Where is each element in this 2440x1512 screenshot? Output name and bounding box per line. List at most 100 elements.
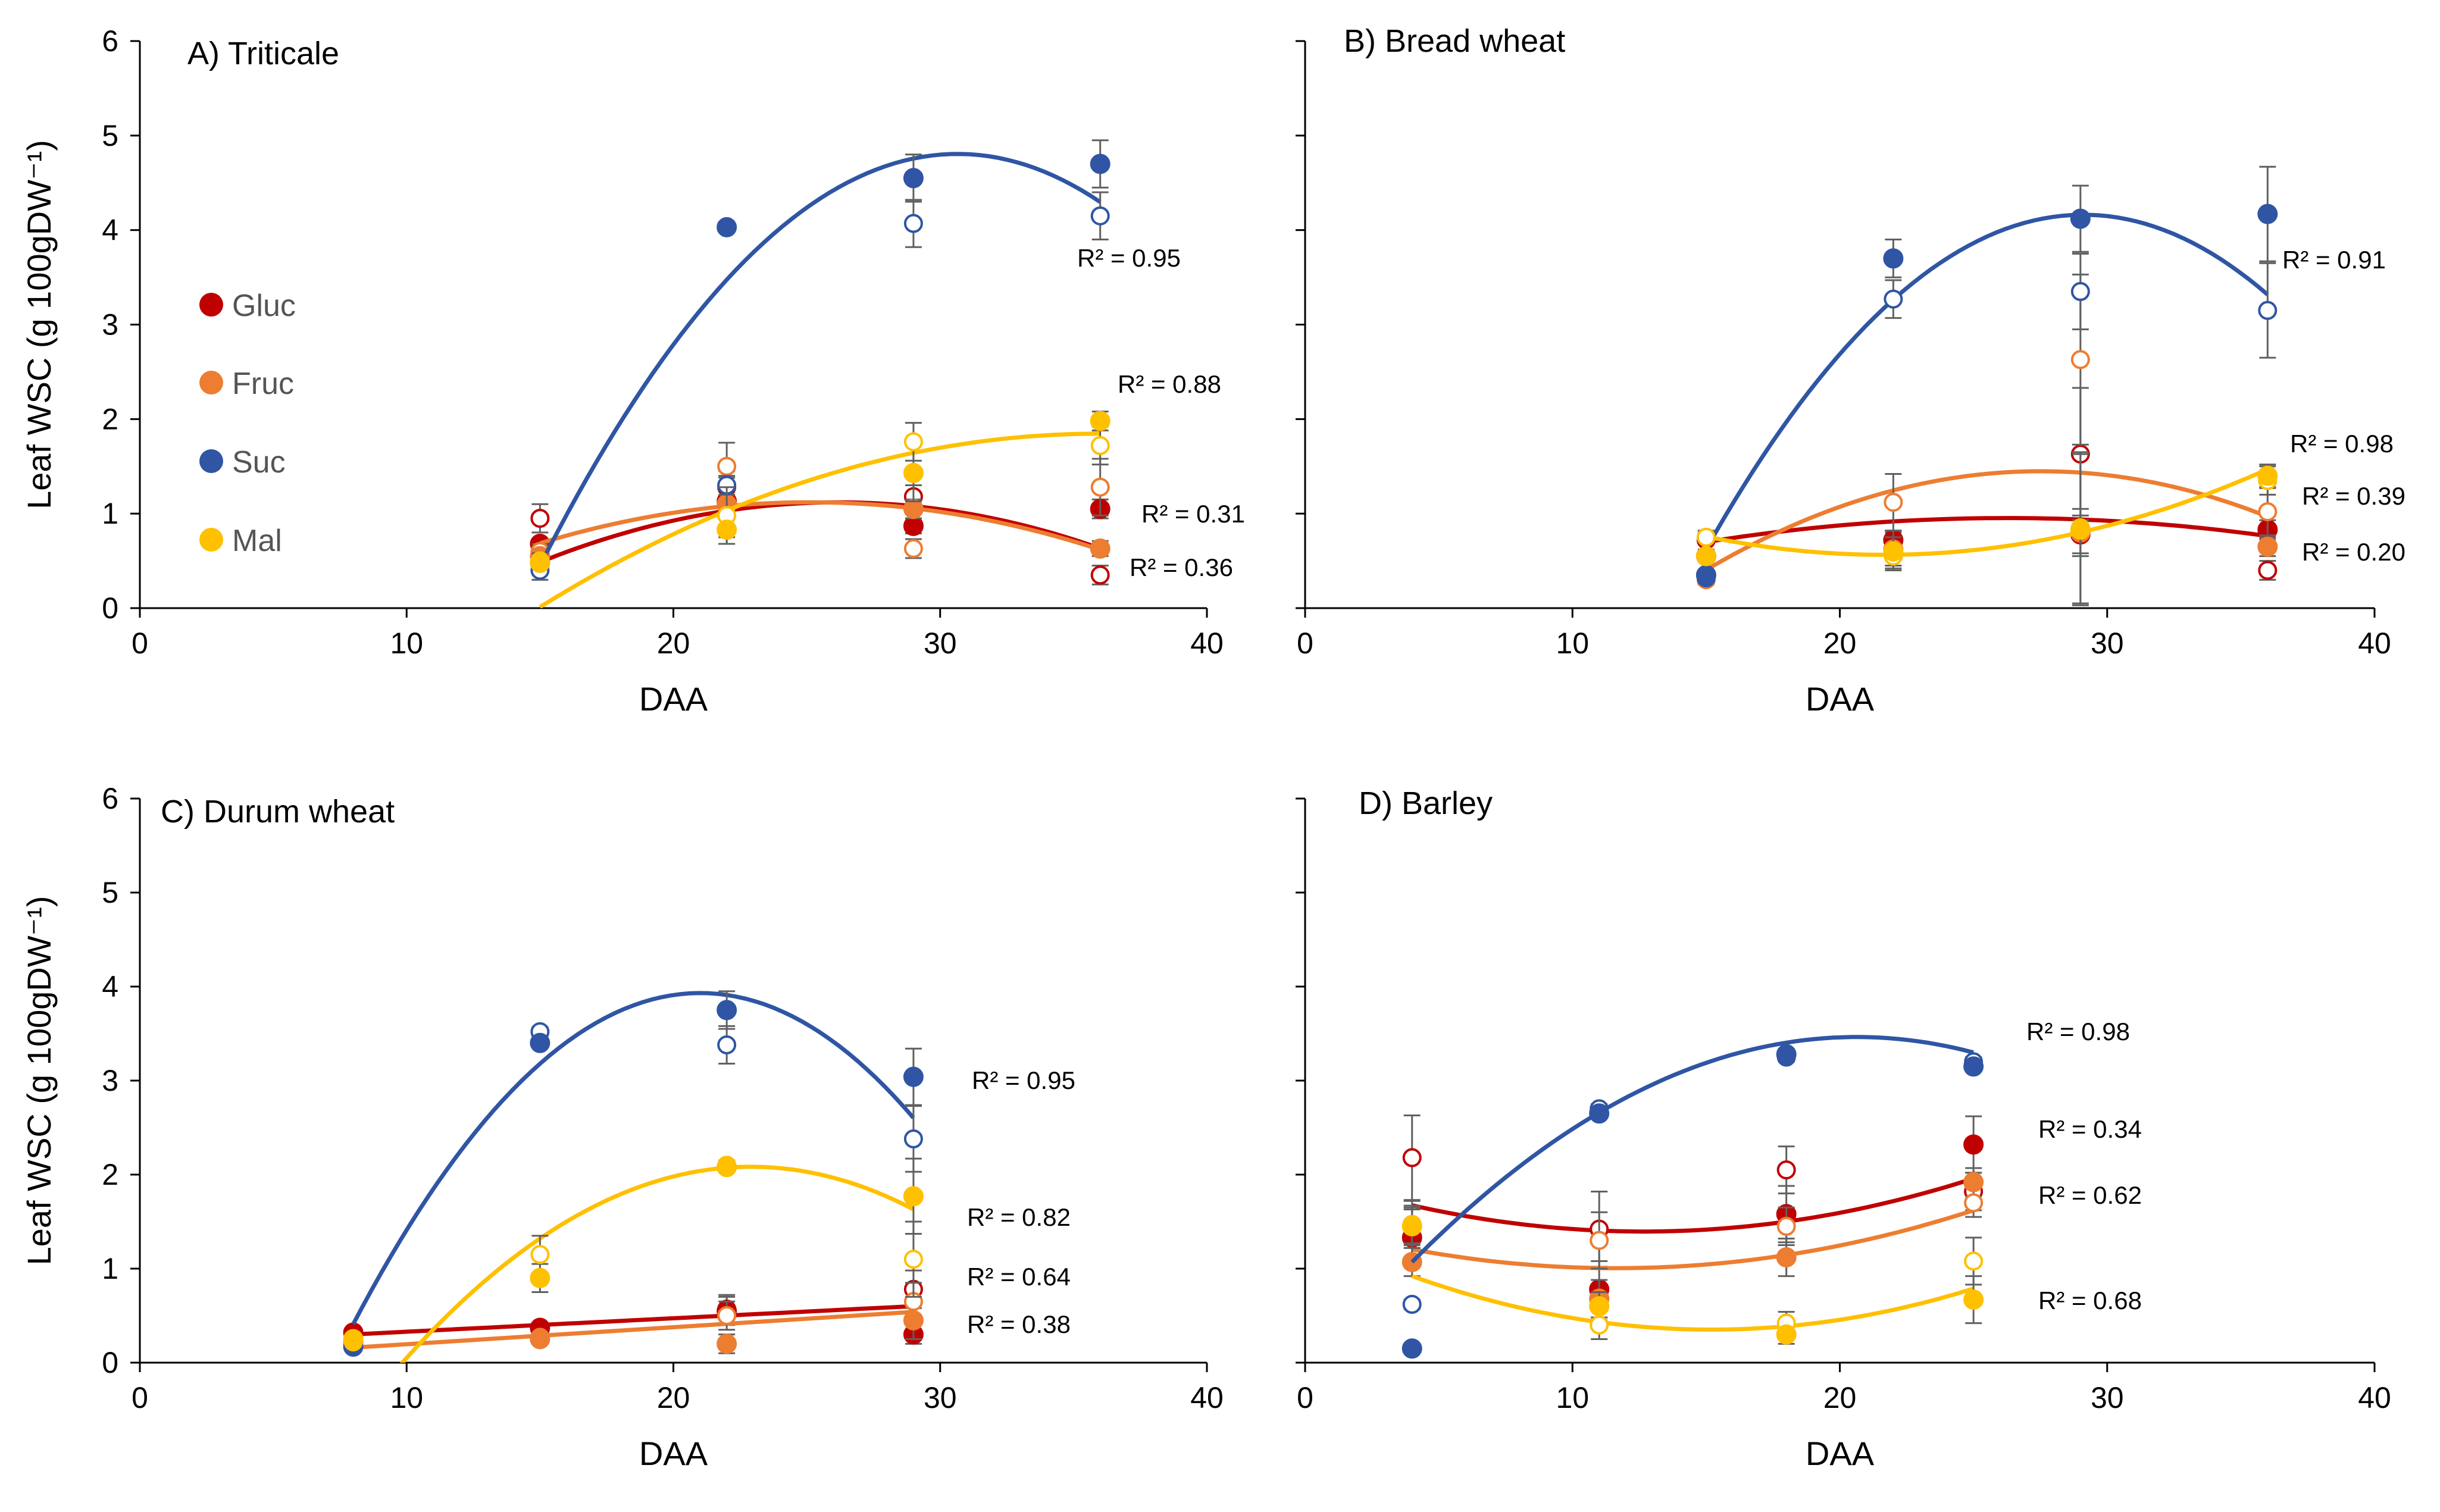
series-suc: R² = 0.95: [343, 990, 1075, 1357]
point-open: [2258, 502, 2278, 521]
y-tick-label: 5: [102, 119, 118, 152]
point-filled: [1776, 1324, 1797, 1345]
r2-label-gluc: R² = 0.34: [2038, 1115, 2142, 1143]
trendline-fruc: [1705, 469, 2269, 572]
panel-title: D) Barley: [1359, 785, 1493, 821]
x-axis-label: DAA: [1806, 680, 1875, 718]
point-open: [1090, 565, 1110, 585]
x-tick-label: 20: [657, 627, 690, 660]
point-filled: [903, 168, 924, 189]
legend-marker-gluc: [199, 293, 223, 317]
r2-label-fruc: R² = 0.64: [967, 1263, 1071, 1291]
panel-2: 0 10 20 30 40 DAA B) Bread wheat R² = 0.20 R² = …: [1296, 23, 2405, 718]
point-filled: [717, 1333, 737, 1354]
point-filled: [903, 499, 924, 519]
legend-label-suc: Suc: [232, 445, 286, 480]
trendline-fruc: [353, 1310, 914, 1350]
panel-3: 0 1 2 3 4 5 6 0 10 20 30 40 DAA Leaf WSC (g 100gDW⁻¹)…: [20, 782, 1224, 1472]
x-tick-label: 0: [1297, 1381, 1313, 1414]
point-open: [903, 214, 923, 233]
point-open: [530, 509, 550, 528]
point-open: [1776, 1160, 1796, 1180]
series-suc: R² = 0.91: [1696, 165, 2386, 588]
x-tick-label: 20: [1823, 1381, 1857, 1414]
point-filled: [2070, 208, 2091, 229]
y-axis-label: Leaf WSC (g 100gDW⁻¹): [20, 896, 58, 1266]
trendline-mal: [1706, 467, 2269, 557]
y-tick-label: 0: [102, 591, 118, 625]
point-open: [1402, 1148, 1422, 1167]
x-axis-label: DAA: [639, 680, 708, 718]
r2-label-fruc: R² = 0.31: [1141, 500, 1245, 528]
r2-label-suc: R² = 0.91: [2282, 246, 2386, 274]
trendline-fruc: [539, 500, 1101, 552]
x-tick-label: 40: [2358, 627, 2391, 660]
series-gluc: R² = 0.34: [1402, 1114, 2142, 1319]
point-filled: [1776, 1044, 1797, 1065]
trendline-gluc: [353, 1304, 914, 1336]
x-tick-label: 20: [657, 1381, 690, 1414]
point-open: [1884, 493, 1903, 512]
point-open: [1884, 289, 1903, 309]
trendline-suc: [351, 991, 915, 1325]
r2-label-fruc: R² = 0.39: [2302, 482, 2405, 510]
series-suc: R² = 0.95: [530, 139, 1181, 581]
y-tick-label: 5: [102, 876, 118, 909]
point-filled: [903, 462, 924, 483]
point-filled: [903, 1186, 924, 1207]
series-gluc: R² = 0.38: [343, 1269, 1071, 1345]
x-axis-label: DAA: [1806, 1435, 1875, 1472]
x-tick-label: 10: [1556, 627, 1589, 660]
r2-label-gluc: R² = 0.38: [967, 1310, 1071, 1338]
x-tick-label: 30: [2091, 627, 2124, 660]
series-mal: R² = 0.88: [530, 370, 1221, 608]
point-filled: [1883, 248, 1904, 269]
x-tick-label: 10: [390, 1381, 423, 1414]
r2-label-gluc: R² = 0.36: [1130, 553, 1233, 581]
r2-label-mal: R² = 0.88: [1118, 370, 1221, 398]
series-mal: R² = 0.98: [1696, 430, 2394, 606]
point-filled: [530, 1267, 550, 1288]
x-tick-label: 0: [132, 627, 148, 660]
point-filled: [2070, 519, 2091, 540]
legend-marker-suc: [199, 449, 223, 473]
point-open: [2070, 350, 2090, 370]
r2-label-mal: R² = 0.68: [2038, 1286, 2142, 1314]
point-filled: [1776, 1247, 1797, 1268]
point-open: [2258, 561, 2278, 580]
point-filled: [1589, 1103, 1610, 1124]
series-fruc: R² = 0.64: [343, 1263, 1071, 1354]
point-open: [903, 1250, 923, 1269]
point-open: [903, 1129, 923, 1148]
y-tick-label: 4: [102, 214, 118, 247]
point-open: [717, 456, 737, 476]
point-filled: [717, 217, 737, 237]
x-tick-label: 10: [390, 627, 423, 660]
x-tick-label: 30: [924, 627, 957, 660]
y-tick-label: 2: [102, 402, 118, 436]
x-tick-label: 10: [1556, 1381, 1589, 1414]
y-axis-label: Leaf WSC (g 100gDW⁻¹): [20, 140, 58, 509]
point-open: [1090, 436, 1110, 455]
point-filled: [530, 552, 550, 573]
y-tick-label: 0: [102, 1346, 118, 1379]
trendline-mal: [1411, 1274, 1975, 1332]
point-open: [1964, 1193, 1984, 1213]
trendline-suc: [538, 152, 1102, 567]
point-filled: [903, 1066, 924, 1087]
panel-title: A) Triticale: [187, 36, 339, 71]
point-filled: [1963, 1172, 1984, 1192]
trendline-gluc: [539, 500, 1101, 564]
trendline-gluc: [1706, 516, 2268, 544]
point-filled: [1963, 1056, 1984, 1077]
panel-4: 0 10 20 30 40 DAA D) Barley R² = 0.34 R² = 0.62 R…: [1296, 785, 2391, 1472]
point-filled: [530, 1329, 550, 1350]
legend-marker-fruc: [199, 371, 223, 395]
point-open: [1964, 1251, 1984, 1271]
x-axis-label: DAA: [639, 1435, 708, 1472]
point-filled: [717, 1157, 737, 1178]
trendline-gluc: [1411, 1176, 1975, 1234]
point-filled: [2257, 204, 2278, 224]
